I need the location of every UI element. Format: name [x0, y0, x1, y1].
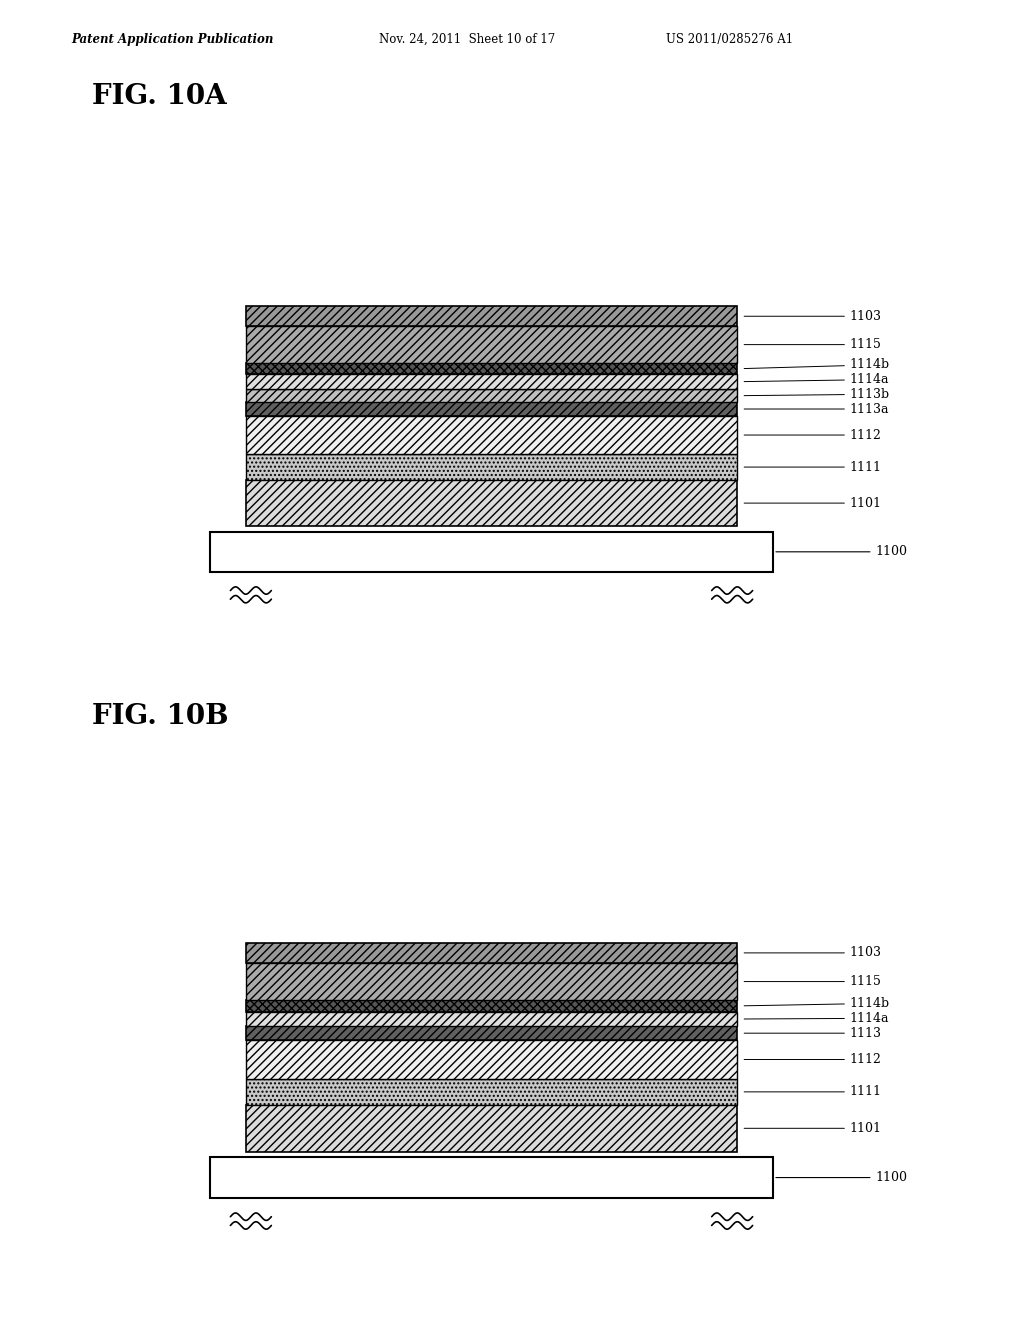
Text: 1114b: 1114b [744, 359, 890, 371]
Bar [246, 942, 737, 964]
Bar [246, 964, 737, 1001]
Bar [246, 326, 737, 363]
Text: 1114a: 1114a [744, 374, 890, 387]
Text: 1101: 1101 [744, 496, 882, 510]
Text: US 2011/0285276 A1: US 2011/0285276 A1 [666, 33, 793, 46]
Bar [246, 454, 737, 479]
Text: 1111: 1111 [744, 1085, 882, 1098]
Text: FIG. 10B: FIG. 10B [92, 704, 228, 730]
Text: 1101: 1101 [744, 1122, 882, 1135]
Bar [246, 479, 737, 527]
Text: 1103: 1103 [744, 946, 882, 960]
Bar [246, 1027, 737, 1040]
Bar [246, 363, 737, 375]
Text: 1111: 1111 [744, 461, 882, 474]
Bar [246, 375, 737, 389]
Text: 1112: 1112 [744, 429, 882, 441]
Text: 1115: 1115 [744, 338, 882, 351]
Bar [246, 1001, 737, 1011]
Text: 1112: 1112 [744, 1053, 882, 1067]
Bar [210, 532, 773, 572]
Bar [246, 1040, 737, 1078]
Text: 1103: 1103 [744, 310, 882, 323]
Bar [210, 1158, 773, 1197]
Text: Nov. 24, 2011  Sheet 10 of 17: Nov. 24, 2011 Sheet 10 of 17 [379, 33, 555, 46]
Bar [246, 416, 737, 454]
Bar [246, 1105, 737, 1152]
Text: 1100: 1100 [776, 1171, 907, 1184]
Text: Patent Application Publication: Patent Application Publication [72, 33, 274, 46]
Text: 1115: 1115 [744, 975, 882, 989]
Text: 1100: 1100 [776, 545, 907, 558]
Text: 1113: 1113 [744, 1027, 882, 1040]
Bar [246, 389, 737, 403]
Text: 1114a: 1114a [744, 1012, 890, 1024]
Bar [246, 306, 737, 326]
Text: 1113b: 1113b [744, 388, 890, 401]
Text: 1113a: 1113a [744, 403, 890, 416]
Bar [246, 403, 737, 416]
Bar [246, 1078, 737, 1105]
Text: FIG. 10A: FIG. 10A [92, 83, 227, 110]
Text: 1114b: 1114b [744, 997, 890, 1010]
Bar [246, 1011, 737, 1027]
